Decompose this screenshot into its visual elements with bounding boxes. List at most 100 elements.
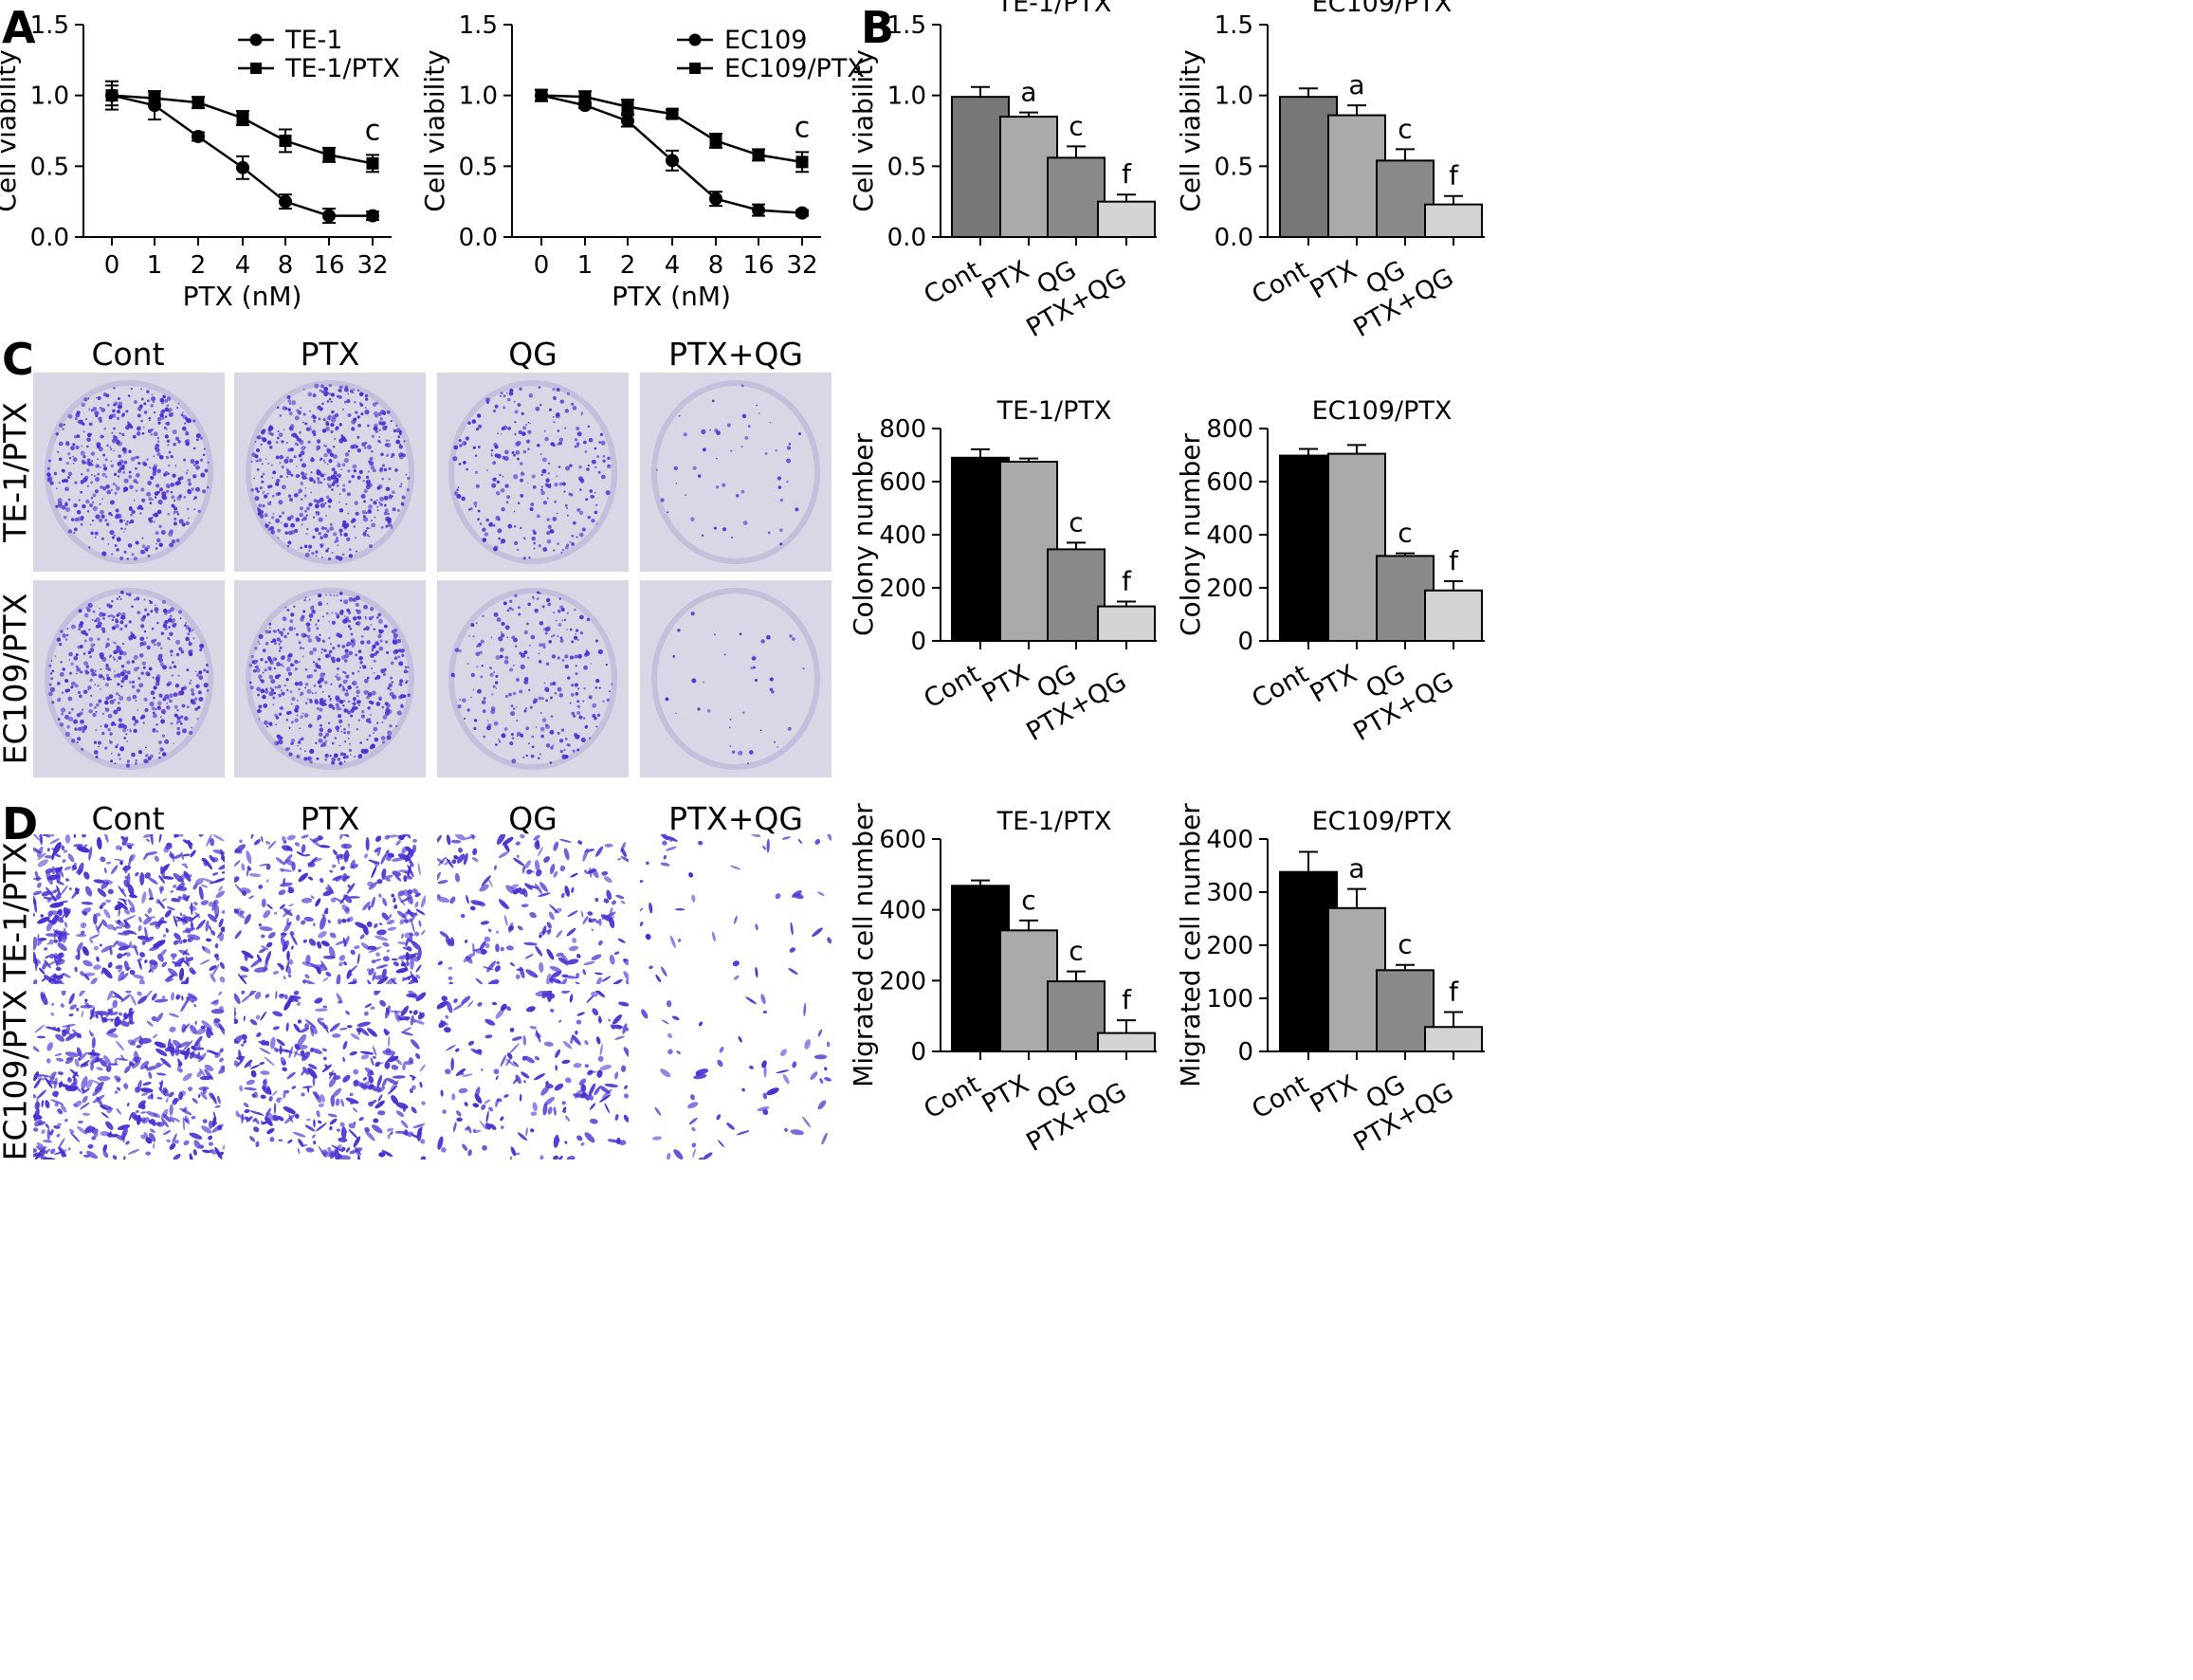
b1-title: TE-1/PTX xyxy=(996,0,1112,18)
colony-photo-te1-ptx xyxy=(234,373,426,572)
migration-photo-ec109-qg xyxy=(437,991,629,1160)
a2-x-axis-label: PTX (nM) xyxy=(612,281,731,312)
c1-bar-ptx-qg xyxy=(1097,605,1156,642)
a2-point xyxy=(752,203,765,217)
c1-x-tick-label: Cont xyxy=(919,659,985,714)
dish-ring xyxy=(651,380,820,564)
stain-texture xyxy=(437,834,629,984)
colony-photo-te1-ptx-qg xyxy=(640,373,832,572)
a2-point xyxy=(621,100,634,114)
stain-texture xyxy=(665,612,805,765)
b2-y-tick-label: 0.0 xyxy=(1215,224,1253,252)
migration-photo-ec109-cont xyxy=(33,991,225,1160)
a1-x-tick-label: 0 xyxy=(104,251,120,280)
d1-title: TE-1/PTX xyxy=(996,807,1112,836)
a1-legend-marker xyxy=(249,33,263,46)
d1-bar-qg xyxy=(1047,980,1106,1052)
a1-point xyxy=(105,89,119,102)
d2-y-tick-label: 100 xyxy=(1206,985,1253,1013)
c-col-label-cont: Cont xyxy=(91,336,165,373)
d1-y-axis-label: Migrated cell number xyxy=(848,803,879,1087)
colony-photo-ec109-cont xyxy=(33,580,225,777)
a2-x-tick-label: 8 xyxy=(708,251,724,280)
b1-significance-letter: a xyxy=(1020,77,1036,108)
c1-significance-letter: f xyxy=(1122,566,1132,597)
b2-significance-letter: a xyxy=(1348,69,1364,100)
a2-point xyxy=(795,206,809,220)
a2-point xyxy=(709,192,722,206)
b2-y-tick-label: 0.5 xyxy=(1215,153,1253,181)
a2-x-tick-label: 32 xyxy=(786,251,817,280)
stain-texture xyxy=(250,383,411,561)
colony-photo-ec109-ptx xyxy=(234,580,426,777)
b1-bar-qg xyxy=(1047,156,1106,238)
c2-y-tick-label: 400 xyxy=(1206,521,1253,550)
d1-y-tick-label: 200 xyxy=(879,967,926,995)
b2-significance-letter: f xyxy=(1449,160,1459,192)
d1-significance-letter: c xyxy=(1069,936,1083,967)
c1-title: TE-1/PTX xyxy=(996,396,1112,426)
migration-photo-ec109-ptx xyxy=(234,991,426,1160)
b2-significance-letter: c xyxy=(1398,113,1412,144)
b1-significance-letter: c xyxy=(1069,110,1083,141)
a1-x-tick-label: 4 xyxy=(235,251,251,280)
a2-legend-marker xyxy=(689,63,701,74)
stain-texture xyxy=(450,591,613,764)
b2-x-tick-label: PTX xyxy=(1306,255,1362,304)
a2-point xyxy=(578,90,592,103)
a2-point xyxy=(666,107,679,120)
a2-point xyxy=(621,114,634,128)
d-col-label-cont: Cont xyxy=(91,800,165,837)
a2-annotation: c xyxy=(795,111,811,144)
stain-texture xyxy=(655,384,801,546)
a1-y-tick-label: 1.0 xyxy=(30,82,69,111)
c1-y-tick-label: 600 xyxy=(879,468,926,497)
d2-y-tick-label: 400 xyxy=(1206,826,1253,854)
b1-y-tick-label: 0.0 xyxy=(887,224,926,252)
c1-y-tick-label: 800 xyxy=(879,415,926,444)
a1-point xyxy=(236,112,249,125)
stain-texture xyxy=(248,592,411,766)
d2-x-tick-label: Cont xyxy=(1247,1069,1313,1124)
c-col-label-ptx-qg: PTX+QG xyxy=(668,336,803,373)
d2-significance-letter: a xyxy=(1348,853,1364,885)
c-col-label-qg: QG xyxy=(508,336,557,373)
d2-significance-letter: c xyxy=(1398,929,1412,960)
a1-y-axis-label: Cell viability xyxy=(0,49,22,211)
a2-point xyxy=(752,148,765,161)
d2-y-tick-label: 200 xyxy=(1206,932,1253,960)
a1-legend-marker xyxy=(250,63,262,74)
c1-bar-qg xyxy=(1047,548,1106,643)
d1-bar-ptx-qg xyxy=(1097,1032,1156,1053)
b2-x-tick-label: Cont xyxy=(1247,255,1313,310)
a1-point xyxy=(192,96,205,109)
a2-x-tick-label: 16 xyxy=(742,251,774,280)
a2-x-tick-label: 4 xyxy=(665,251,681,280)
panel-letter-c: C xyxy=(2,334,34,385)
a2-point xyxy=(709,134,722,147)
stain-texture xyxy=(640,834,832,983)
a1-point xyxy=(366,209,379,223)
c2-bar-ptx-qg xyxy=(1424,589,1483,642)
d1-significance-letter: c xyxy=(1021,885,1035,916)
c2-y-tick-label: 200 xyxy=(1206,575,1253,603)
b2-y-axis-label: Cell viability xyxy=(1175,49,1206,211)
dish-ring xyxy=(448,380,617,564)
a1-point xyxy=(366,156,379,170)
a2-x-tick-label: 1 xyxy=(577,251,594,280)
a2-y-axis-label: Cell viability xyxy=(419,49,450,211)
a2-point xyxy=(666,154,679,168)
a1-point xyxy=(322,209,336,223)
d2-title: EC109/PTX xyxy=(1312,807,1453,836)
b1-y-axis-label: Cell viability xyxy=(848,49,879,211)
panel-letter-b: B xyxy=(861,2,895,53)
b1-y-tick-label: 1.5 xyxy=(887,11,926,40)
c1-y-tick-label: 200 xyxy=(879,575,926,603)
a2-y-tick-label: 1.5 xyxy=(459,11,498,40)
stain-texture xyxy=(46,387,210,561)
dish-ring xyxy=(651,588,820,770)
a1-y-tick-label: 0.5 xyxy=(30,153,69,181)
a2-legend-label: EC109/PTX xyxy=(724,54,865,83)
d-col-label-ptx: PTX xyxy=(300,800,360,837)
